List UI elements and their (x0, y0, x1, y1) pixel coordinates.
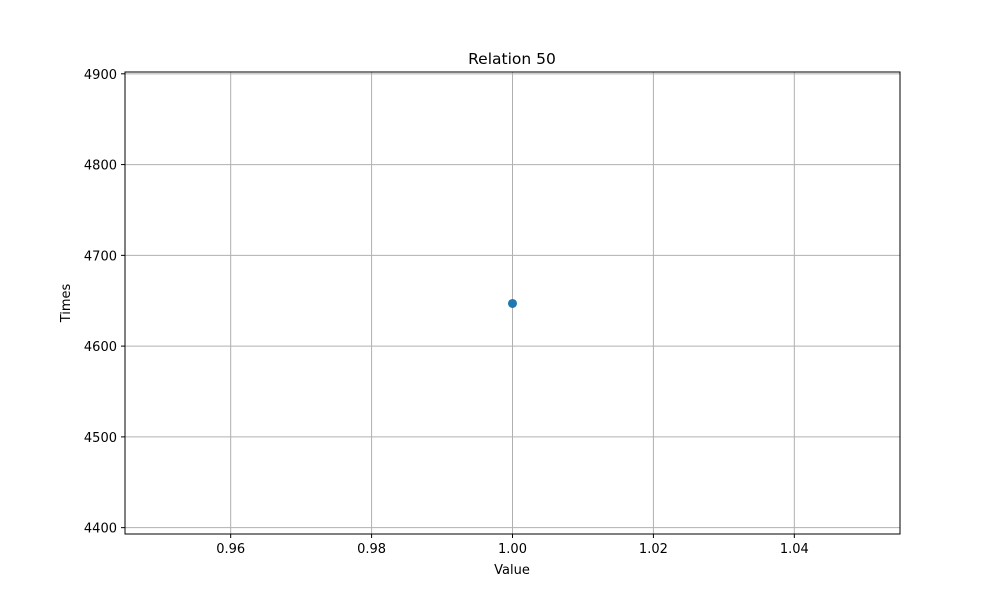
x-tick-label: 1.00 (498, 542, 527, 557)
y-tick-label: 4400 (84, 522, 117, 537)
y-tick-label: 4800 (84, 159, 117, 174)
data-point (508, 298, 517, 308)
x-axis-label: Value (494, 563, 530, 578)
x-axis-ticks: 0.96 0.98 1.00 1.02 1.04 (216, 534, 809, 557)
y-axis-label: Times (59, 283, 74, 323)
y-tick-label: 4500 (84, 431, 117, 446)
plot-marks (508, 298, 517, 308)
chart-title: Relation 50 (468, 50, 556, 68)
y-tick-label: 4700 (84, 249, 117, 264)
x-tick-label: 1.02 (639, 542, 668, 557)
x-tick-label: 0.98 (357, 542, 386, 557)
y-axis-ticks: 4400 4500 4600 4700 4800 4900 (84, 68, 125, 537)
x-tick-label: 1.04 (780, 542, 809, 557)
grid-lines (125, 72, 900, 534)
y-tick-label: 4900 (84, 68, 117, 83)
y-tick-label: 4600 (84, 340, 117, 355)
x-tick-label: 0.96 (216, 542, 245, 557)
